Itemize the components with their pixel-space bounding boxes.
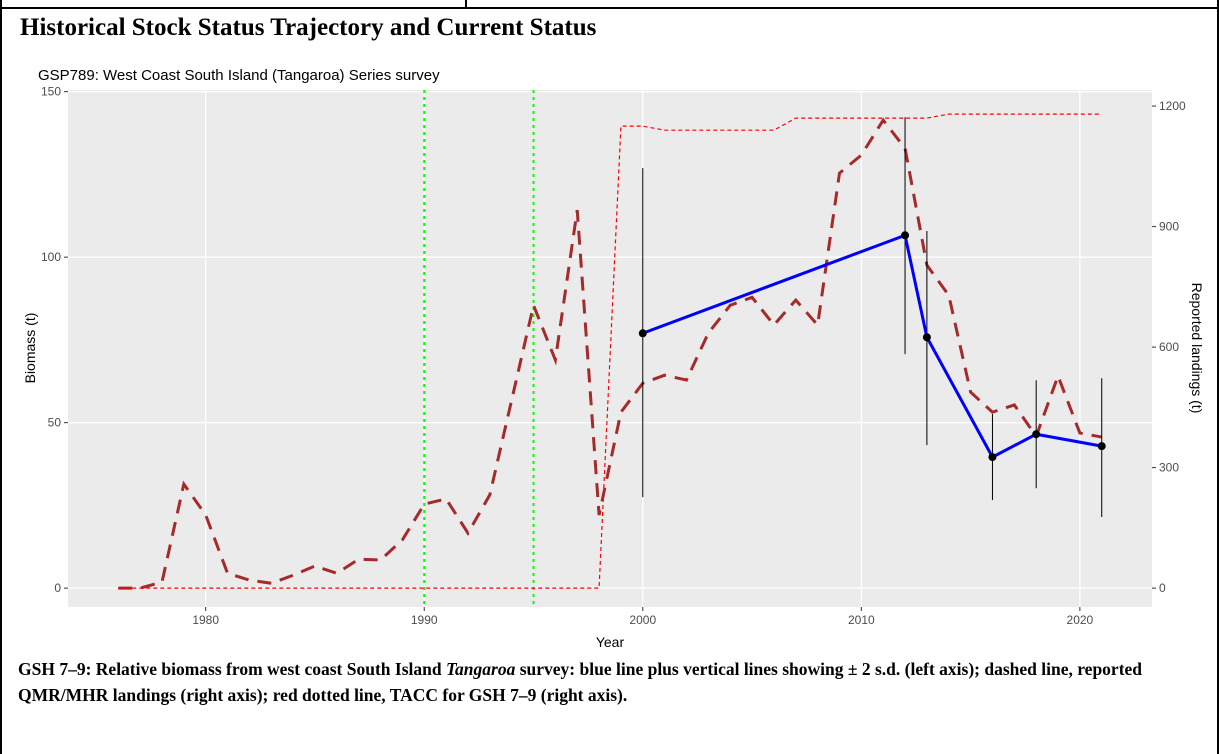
caption-text: GSH 7–9: Relative biomass from west coas… xyxy=(18,659,446,679)
x-tick-label: 1980 xyxy=(192,613,219,627)
y2-axis-title: Reported landings (t) xyxy=(1189,283,1205,414)
chart-subtitle: GSP789: West Coast South Island (Tangaro… xyxy=(38,67,440,84)
caption-italic: Tangaroa xyxy=(445,659,516,679)
frame-left xyxy=(0,0,2,754)
x-axis-title: Year xyxy=(596,634,625,650)
data-point xyxy=(922,333,931,342)
data-point xyxy=(901,231,910,240)
frame-right xyxy=(1217,0,1219,754)
y-axis-title: Biomass (t) xyxy=(22,313,38,384)
caption: GSH 7–9: Relative biomass from west coas… xyxy=(18,656,1210,708)
y2-tick-label: 900 xyxy=(1159,220,1179,234)
frame-top xyxy=(0,7,1219,9)
x-tick-label: 1990 xyxy=(411,613,438,627)
y-tick-label: 0 xyxy=(54,581,61,595)
x-tick-label: 2000 xyxy=(629,613,656,627)
x-tick-label: 2010 xyxy=(848,613,875,627)
data-point xyxy=(1097,442,1106,451)
y-tick-label: 50 xyxy=(48,416,62,430)
y2-tick-label: 300 xyxy=(1159,461,1179,475)
caption-text: survey: blue line plus vertical lines sh… xyxy=(18,659,1143,705)
y2-tick-label: 1200 xyxy=(1159,99,1186,113)
data-point xyxy=(638,329,647,338)
plot-panel xyxy=(68,90,1152,607)
series-line xyxy=(118,117,1103,590)
y2-tick-label: 600 xyxy=(1159,340,1179,354)
series-line xyxy=(642,233,1102,460)
frame-divider xyxy=(465,0,467,8)
y2-tick-label: 0 xyxy=(1159,581,1166,595)
series-line xyxy=(118,113,1102,589)
chart: GSP789: West Coast South Island (Tangaro… xyxy=(22,67,1205,650)
data-point xyxy=(988,453,997,462)
y-tick-label: 100 xyxy=(41,250,61,264)
y-tick-label: 150 xyxy=(41,85,61,99)
data-point xyxy=(1032,430,1041,439)
heading: Historical Stock Status Trajectory and C… xyxy=(20,14,597,41)
x-tick-label: 2020 xyxy=(1067,613,1094,627)
